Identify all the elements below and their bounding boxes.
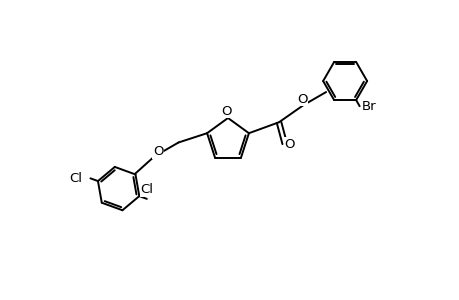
Text: Cl: Cl (69, 172, 82, 185)
Text: O: O (221, 104, 232, 118)
Text: O: O (297, 92, 307, 106)
Text: O: O (284, 138, 294, 151)
Text: Br: Br (361, 100, 375, 113)
Text: O: O (153, 145, 163, 158)
Text: Cl: Cl (140, 183, 153, 196)
